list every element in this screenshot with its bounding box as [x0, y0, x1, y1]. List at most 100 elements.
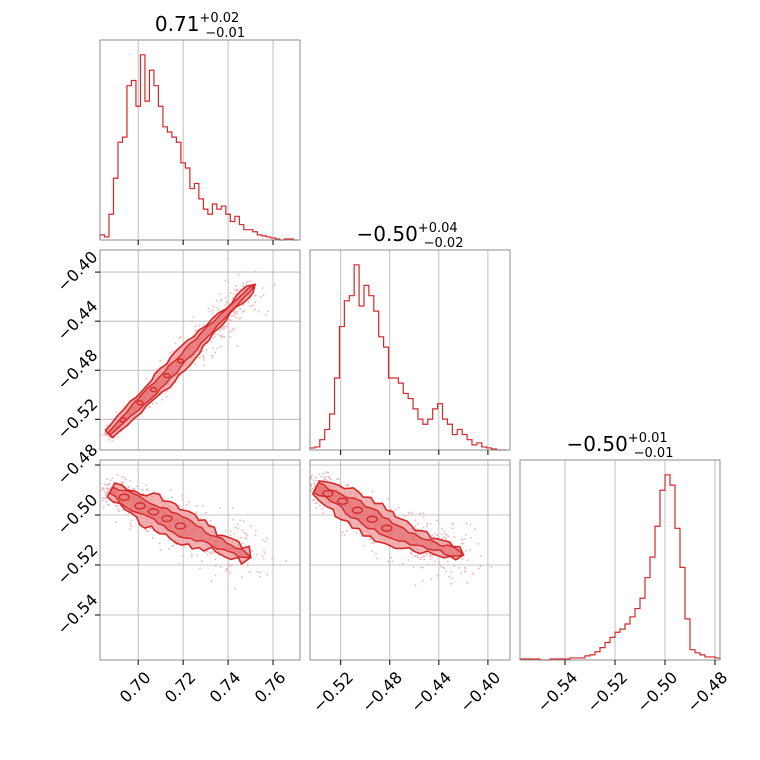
scatter-point — [416, 522, 419, 525]
scatter-point — [226, 257, 229, 260]
scatter-point — [479, 565, 482, 568]
scatter-point — [234, 587, 237, 590]
scatter-point — [198, 324, 201, 327]
scatter-point — [229, 572, 232, 574]
scatter-point — [343, 534, 346, 536]
scatter-point — [427, 563, 430, 566]
scatter-point — [161, 398, 164, 401]
scatter-point — [312, 498, 314, 501]
scatter-point — [117, 508, 120, 511]
scatter-point — [429, 553, 432, 556]
scatter-point — [243, 520, 245, 523]
scatter-point — [410, 550, 413, 553]
scatter-point — [477, 542, 480, 545]
title-minus-error: −0.01 — [205, 26, 245, 41]
x-tick-label: 0.70 — [116, 668, 155, 707]
scatter-point — [200, 560, 203, 563]
y-tick-label: −0.52 — [53, 540, 101, 588]
axes-frame — [99, 249, 301, 451]
scatter-point — [368, 538, 371, 540]
scatter-point — [211, 312, 214, 315]
scatter-point — [242, 282, 245, 285]
contour-core — [134, 502, 146, 510]
scatter-point — [145, 377, 147, 380]
scatter-point — [97, 493, 99, 495]
scatter-point — [195, 511, 198, 514]
x-tick-label: −0.52 — [583, 668, 631, 716]
scatter-point — [306, 486, 308, 488]
scatter-point — [203, 359, 205, 361]
scatter-point — [239, 519, 242, 522]
scatter-point — [229, 564, 232, 567]
scatter-point — [464, 537, 466, 540]
scatter-point — [229, 534, 232, 537]
scatter-point — [320, 475, 323, 478]
scatter-point — [116, 435, 119, 438]
y-tick-label: −0.44 — [53, 296, 101, 344]
contour-core — [119, 417, 127, 423]
scatter-point — [345, 529, 348, 532]
scatter-point — [261, 287, 264, 289]
scatter-point — [115, 520, 117, 523]
scatter-point — [234, 526, 237, 529]
scatter-point — [211, 552, 213, 555]
scatter-point — [129, 528, 132, 531]
contour-core — [336, 497, 349, 505]
title-minus-error: −0.02 — [424, 236, 464, 251]
scatter-point — [432, 564, 435, 566]
scatter-point — [407, 559, 410, 561]
histogram-panel-2 — [309, 249, 511, 455]
scatter-point — [461, 558, 464, 560]
scatter-point — [451, 522, 454, 525]
scatter-point — [206, 550, 209, 553]
scatter-point — [414, 554, 417, 557]
scatter-point — [451, 527, 454, 530]
scatter-point — [106, 487, 109, 490]
scatter-point — [96, 484, 98, 486]
scatter-point — [109, 436, 112, 439]
scatter-point — [235, 285, 237, 287]
scatter-point — [247, 564, 249, 567]
scatter-point — [214, 333, 217, 335]
scatter-point — [101, 486, 104, 489]
scatter-point — [371, 549, 374, 552]
scatter-point — [220, 336, 223, 339]
histogram-step-line-1 — [99, 54, 298, 241]
scatter-point — [198, 567, 201, 570]
scatter-point — [172, 545, 174, 547]
scatter-point — [245, 283, 247, 286]
scatter-point — [426, 522, 429, 525]
scatter-point — [313, 483, 316, 486]
scatter-point — [229, 530, 232, 533]
scatter-point — [228, 318, 230, 321]
scatter-point — [422, 579, 425, 582]
scatter-point — [259, 571, 262, 574]
scatter-point — [233, 314, 236, 317]
scatter-point — [315, 506, 318, 509]
scatter-point — [466, 581, 469, 584]
scatter-point — [267, 310, 270, 313]
scatter-point — [169, 351, 171, 354]
scatter-point — [438, 561, 441, 564]
scatter-point — [196, 504, 198, 507]
scatter-point — [219, 506, 222, 509]
scatter-point — [101, 433, 104, 436]
scatter-panel-1-2 — [95, 249, 301, 451]
scatter-point — [170, 496, 173, 499]
scatter-point — [457, 566, 460, 569]
scatter-point — [181, 494, 184, 497]
scatter-point — [231, 330, 233, 332]
scatter-point — [420, 556, 423, 559]
scatter-point — [448, 575, 451, 578]
scatter-point — [465, 522, 468, 525]
contour-core — [118, 493, 130, 501]
scatter-point — [423, 555, 425, 558]
scatter-point — [108, 482, 111, 485]
scatter-point — [444, 537, 447, 539]
scatter-panel-1-3 — [95, 459, 301, 665]
scatter-point — [165, 395, 168, 398]
scatter-point — [445, 538, 447, 541]
scatter-point — [441, 566, 444, 569]
scatter-point — [237, 273, 240, 276]
scatter-point — [178, 563, 180, 566]
